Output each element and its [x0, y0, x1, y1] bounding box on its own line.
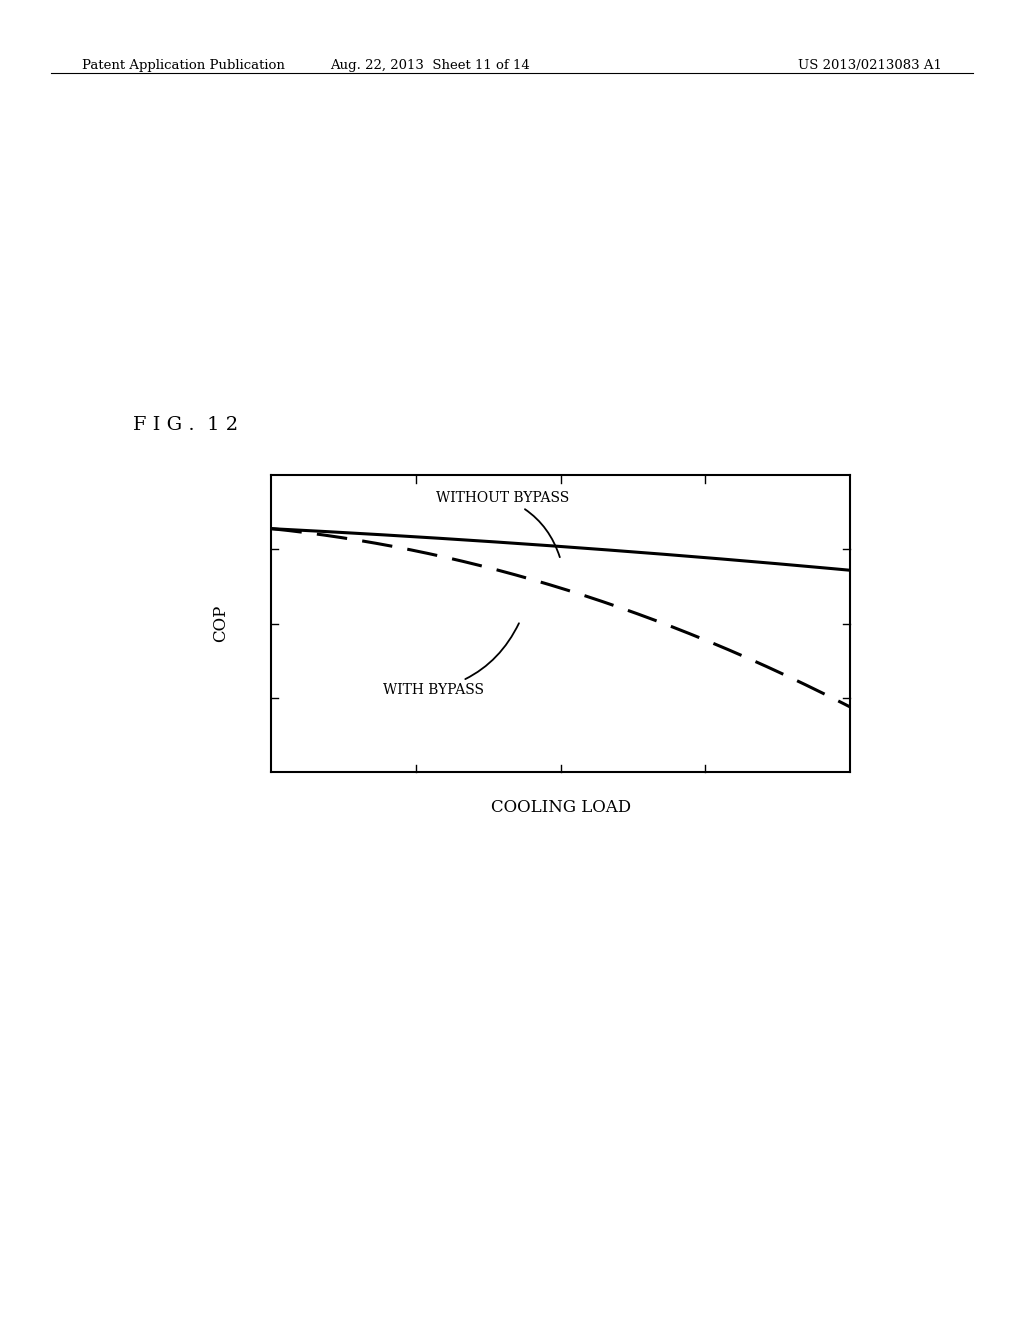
Text: US 2013/0213083 A1: US 2013/0213083 A1 — [798, 59, 942, 73]
Text: Aug. 22, 2013  Sheet 11 of 14: Aug. 22, 2013 Sheet 11 of 14 — [330, 59, 530, 73]
Text: F I G .  1 2: F I G . 1 2 — [133, 416, 239, 434]
Text: WITH BYPASS: WITH BYPASS — [383, 623, 519, 697]
Text: Patent Application Publication: Patent Application Publication — [82, 59, 285, 73]
Text: COOLING LOAD: COOLING LOAD — [492, 799, 631, 816]
Text: WITHOUT BYPASS: WITHOUT BYPASS — [436, 491, 569, 557]
Text: COP: COP — [212, 605, 228, 642]
